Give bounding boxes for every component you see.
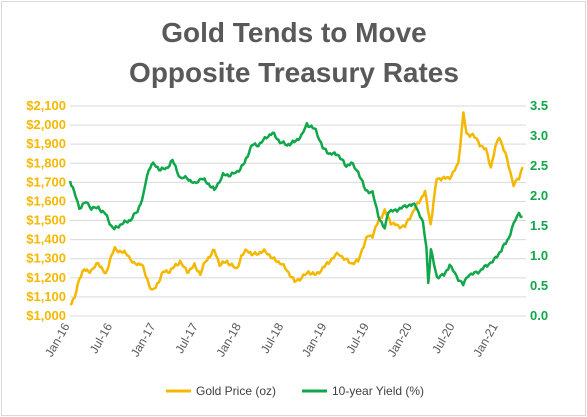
legend-label-yield: 10-year Yield (%) bbox=[332, 384, 424, 398]
series-lines bbox=[68, 111, 524, 306]
left-axis-ticks: $1,000 $1,100 $1,200 $1,300 $1,400 $1,500 $1,6… bbox=[26, 98, 66, 323]
left-tick-label: $1,700 bbox=[26, 174, 66, 189]
ten-year-yield-line bbox=[68, 121, 523, 287]
x-tick-label: Jul-19 bbox=[343, 320, 372, 356]
right-tick-label: 1.5 bbox=[530, 218, 548, 233]
x-tick-label: Jul-17 bbox=[172, 320, 201, 356]
left-tick-label: $1,100 bbox=[26, 289, 66, 304]
right-tick-label: 2.0 bbox=[530, 188, 548, 203]
x-tick-label: Jan-20 bbox=[384, 320, 415, 359]
right-axis-ticks: 0.0 0.5 1.0 1.5 2.0 2.5 3.0 3.5 bbox=[530, 98, 548, 323]
legend: Gold Price (oz) 10-year Yield (%) bbox=[166, 384, 424, 398]
left-tick-label: $1,600 bbox=[26, 193, 66, 208]
left-tick-label: $2,000 bbox=[26, 117, 66, 132]
x-tick-label: Jan-19 bbox=[299, 320, 330, 359]
left-tick-label: $1,900 bbox=[26, 136, 66, 151]
x-tick-label: Jan-17 bbox=[128, 320, 159, 359]
left-tick-label: $1,800 bbox=[26, 155, 66, 170]
x-tick-label: Jul-18 bbox=[258, 320, 287, 356]
right-tick-label: 3.0 bbox=[530, 128, 548, 143]
right-tick-label: 0.0 bbox=[530, 308, 548, 323]
right-tick-label: 3.5 bbox=[530, 98, 548, 113]
right-tick-label: 0.5 bbox=[530, 278, 548, 293]
left-tick-label: $1,000 bbox=[26, 308, 66, 323]
chart-title-line-1: Gold Tends to Move bbox=[161, 17, 426, 48]
x-axis-ticks: Jan-16 Jul-16 Jan-17 Jul-17 Jan-18 Jul-18 Jan-… bbox=[42, 320, 501, 359]
left-tick-label: $1,300 bbox=[26, 251, 66, 266]
left-tick-label: $1,200 bbox=[26, 270, 66, 285]
left-tick-label: $1,500 bbox=[26, 213, 66, 228]
x-tick-label: Jul-20 bbox=[429, 320, 458, 356]
chart-title-line-2: Opposite Treasury Rates bbox=[129, 57, 459, 88]
right-tick-label: 2.5 bbox=[530, 158, 548, 173]
x-tick-label: Jan-16 bbox=[42, 320, 73, 359]
x-tick-label: Jan-21 bbox=[470, 320, 501, 359]
legend-label-gold: Gold Price (oz) bbox=[196, 384, 276, 398]
gold-price-line bbox=[69, 111, 524, 306]
left-tick-label: $1,400 bbox=[26, 232, 66, 247]
left-tick-label: $2,100 bbox=[26, 98, 66, 113]
right-tick-label: 1.0 bbox=[530, 248, 548, 263]
x-tick-label: Jan-18 bbox=[213, 320, 244, 359]
x-tick-label: Jul-16 bbox=[87, 320, 116, 356]
